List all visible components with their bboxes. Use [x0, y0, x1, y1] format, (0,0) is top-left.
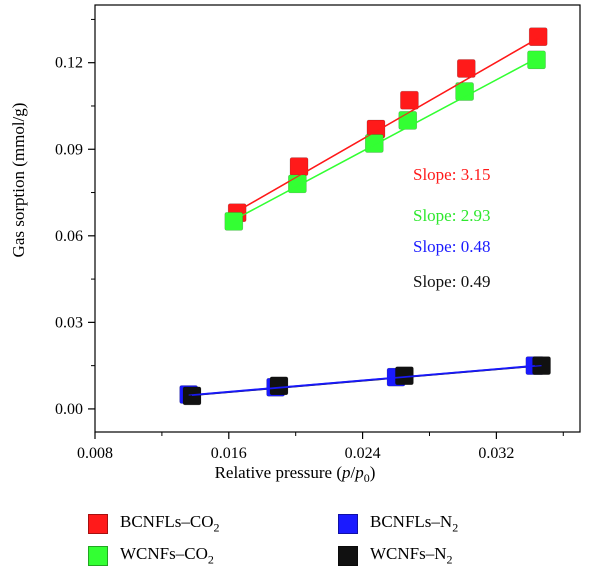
- data-point: [224, 212, 244, 231]
- data-point: [364, 134, 384, 153]
- data-point: [400, 90, 419, 110]
- plot-frame: [94, 4, 581, 433]
- data-point: [289, 157, 309, 176]
- legend-label: BCNFLs–N2: [370, 512, 459, 535]
- slope-label: Slope: 2.93: [413, 206, 490, 225]
- y-tick-label: 0.06: [55, 228, 83, 245]
- data-point: [182, 386, 202, 406]
- legend-label: WCNFs–N2: [370, 544, 453, 567]
- x-axis-ticks: 0.008 0.016 0.024 0.032: [77, 432, 564, 462]
- y-tick-label: 0.00: [55, 401, 83, 418]
- legend-swatch: [338, 513, 358, 534]
- legend-item-wcnfs-co2: WCNFs–CO2: [88, 544, 214, 567]
- y-axis-title: Gas sorption (mmol/g): [9, 103, 28, 258]
- data-points: [179, 27, 551, 406]
- x-tick-label: 0.016: [211, 445, 247, 462]
- data-point: [269, 376, 289, 396]
- x-axis-title: Relative pressure (p/p0): [215, 463, 376, 485]
- slope-annotations: Slope: 3.15 Slope: 2.93 Slope: 0.48 Slope: …: [413, 165, 490, 291]
- data-point: [288, 174, 307, 194]
- y-tick-label: 0.09: [55, 141, 83, 158]
- chart-canvas: 0.008 0.016 0.024 0.032 0.00 0.03 0.06 0.09 0.1…: [9, 4, 581, 485]
- slope-label: Slope: 0.49: [413, 272, 490, 291]
- legend-item-bcnfls-co2: BCNFLs–CO2: [88, 512, 220, 535]
- slope-label: Slope: 0.48: [413, 237, 490, 256]
- legend: BCNFLs–CO2 BCNFLs–N2 WCNFs–CO2 WCNFs–N2: [0, 500, 600, 570]
- legend-swatch: [338, 545, 358, 566]
- legend-item-bcnfls-n2: BCNFLs–N2: [338, 512, 458, 535]
- y-tick-label: 0.12: [55, 55, 83, 72]
- y-axis-ticks: 0.00 0.03 0.06 0.09 0.12: [55, 18, 95, 418]
- legend-item-wcnfs-n2: WCNFs–N2: [338, 544, 453, 567]
- fit-line-overlay: [236, 37, 539, 212]
- data-point: [528, 27, 548, 47]
- data-point: [527, 50, 546, 70]
- data-point: [456, 59, 476, 78]
- legend-label: BCNFLs–CO2: [120, 512, 220, 535]
- legend-label: WCNFs–CO2: [120, 544, 214, 567]
- x-tick-label: 0.032: [478, 445, 514, 462]
- legend-swatch: [88, 545, 108, 566]
- fit-line-overlay: [191, 365, 542, 396]
- x-tick-label: 0.024: [345, 445, 381, 462]
- x-tick-label: 0.008: [77, 445, 113, 462]
- plot-border: [94, 4, 581, 433]
- y-tick-label: 0.03: [55, 314, 83, 331]
- slope-label: Slope: 3.15: [413, 165, 490, 184]
- legend-swatch: [88, 513, 108, 534]
- data-point: [455, 82, 474, 101]
- fit-line-overlay: [233, 57, 537, 221]
